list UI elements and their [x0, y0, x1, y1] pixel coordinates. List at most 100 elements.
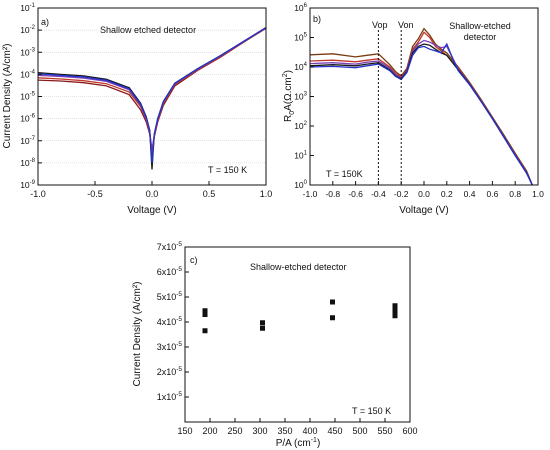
- panel-b-title-line2: detector: [464, 32, 497, 42]
- panel-a-x-axis-label: Voltage (V): [127, 205, 176, 216]
- panel-b-title-line1: Shallow-etched: [449, 21, 511, 31]
- panel-c-x-tick-label: 600: [402, 426, 417, 436]
- panel-b-x-tick-label: -1.0: [303, 189, 318, 199]
- panel-a-x-tick-label: 0.0: [146, 189, 159, 199]
- panel-c-data-point: [392, 309, 398, 315]
- panel-b-x-tick-label: -0.2: [394, 189, 409, 199]
- panel-c-y-tick-label: 4x10-5: [157, 316, 183, 327]
- panel-b-frame: [309, 7, 539, 186]
- panel-b-series-line: [310, 27, 533, 185]
- panel-b-von-label: Von: [398, 20, 414, 30]
- panel-b-series: [310, 27, 533, 185]
- panel-a-x-tick-label: 1.0: [260, 189, 273, 199]
- panel-c-data-point: [330, 315, 335, 321]
- panel-b-x-tick-label: 1.0: [532, 189, 544, 199]
- panel-b-x-tick-label: 0.2: [441, 189, 453, 199]
- panel-c-x-tick-label: 400: [302, 426, 317, 436]
- panel-b-series-line: [310, 42, 533, 185]
- panel-a-y-tick-label: 10-6: [20, 114, 35, 124]
- panel-c-x-tick-label: 300: [252, 426, 267, 436]
- panel-b-y-ticks: 100 101 102 103 104 105 106: [294, 3, 314, 190]
- panel-a-y-ticks: 10-9 10-8 10-7 10-6 10-5 10-4 10-3 10-2 10-1: [20, 3, 42, 190]
- panel-a-y-tick-label: 10-2: [20, 25, 35, 35]
- panel-b-x-tick-label: 0.4: [464, 189, 476, 199]
- panel-c-x-tick-label: 550: [377, 426, 392, 436]
- panel-c-data-point: [330, 299, 335, 305]
- panel-a-y-tick-label: 10-8: [20, 158, 35, 168]
- panel-c-y-tick-label: 2x10-5: [157, 366, 183, 377]
- panel-b-x-axis-label: Voltage (V): [399, 205, 448, 216]
- panel-a-x-ticks: -1.0 -0.5 0.0 0.5 1.0: [30, 181, 272, 199]
- panel-b-y-tick-label: 105: [294, 33, 307, 43]
- panel-a-series-line: [38, 27, 266, 157]
- panel-a-label: a): [41, 17, 49, 27]
- panel-b-label: b): [313, 14, 321, 24]
- panel-a-y-tick-label: 10-5: [20, 92, 35, 102]
- panel-b-y-tick-label: 106: [294, 3, 307, 13]
- panel-c: 150 200 250 300 350 400 450 500 550 600 1x10-5 2x1…: [132, 241, 418, 449]
- panel-c-y-axis-label: Current Density (A/cm²): [132, 281, 143, 386]
- panel-b-series-line: [310, 39, 533, 185]
- panel-b: -1.0 -0.8 -0.6 -0.4 -0.2 0.0 0.2 0.4 0.6 0.8 1.0 1…: [282, 3, 544, 216]
- panel-c-data-point: [260, 325, 265, 331]
- panel-b-x-tick-label: -0.8: [325, 189, 340, 199]
- panel-a-x-tick-label: 0.5: [203, 189, 216, 199]
- panel-c-data-point: [260, 320, 265, 326]
- panel-b-temperature-annotation: T = 150K: [326, 169, 363, 179]
- panel-c-data-point: [392, 313, 398, 319]
- panel-c-x-axis-label: P/A (cm-1): [276, 437, 321, 449]
- panel-b-y-tick-label: 102: [294, 121, 307, 131]
- panel-c-data-point: [202, 328, 208, 334]
- panel-a-series-line: [38, 27, 266, 150]
- panel-c-data-point: [392, 305, 398, 311]
- panel-c-title-annotation: Shallow-etched detector: [250, 262, 347, 272]
- panel-c-data-point: [202, 312, 208, 317]
- panel-b-x-ticks: -1.0 -0.8 -0.6 -0.4 -0.2 0.0 0.2 0.4 0.6 0.8 1.0: [303, 181, 544, 199]
- panel-c-x-tick-label: 450: [327, 426, 342, 436]
- panel-c-label: c): [190, 255, 198, 265]
- panel-b-x-tick-label: -0.6: [348, 189, 363, 199]
- panel-a-y-axis-label: Current Density (A/cm²): [2, 43, 13, 148]
- panel-c-x-tick-label: 250: [227, 426, 242, 436]
- panel-c-temperature-annotation: T = 150 K: [352, 406, 391, 416]
- panel-a-series: [38, 27, 266, 170]
- panel-b-vertical-markers: [377, 30, 402, 185]
- panel-b-y-tick-label: 103: [294, 92, 307, 102]
- panel-c-y-tick-label: 5x10-5: [157, 291, 183, 302]
- panel-b-x-tick-label: 0.8: [509, 189, 521, 199]
- panel-a-title-annotation: Shallow etched detector: [100, 25, 196, 35]
- panel-c-x-tick-label: 500: [352, 426, 367, 436]
- panel-c-frame: [184, 246, 411, 423]
- panel-b-vop-label: Vop: [372, 20, 388, 30]
- panel-c-x-tick-label: 150: [177, 426, 192, 436]
- panel-c-y-tick-label: 3x10-5: [157, 341, 183, 352]
- panel-a-temperature-annotation: T = 150 K: [208, 165, 247, 175]
- panel-a-y-tick-label: 10-7: [20, 136, 35, 146]
- panel-b-series-line: [310, 43, 533, 185]
- panel-a-y-tick-label: 10-4: [20, 69, 35, 79]
- panel-c-y-tick-label: 7x10-5: [157, 241, 183, 252]
- panel-c-x-tick-label: 350: [277, 426, 292, 436]
- panel-a-series-line: [38, 27, 266, 153]
- panel-a-x-tick-label: -1.0: [30, 189, 46, 199]
- panel-a-y-tick-label: 10-9: [20, 180, 35, 190]
- panel-b-x-tick-label: 0.6: [486, 189, 498, 199]
- panel-c-data-point: [202, 308, 208, 314]
- panel-b-x-tick-label: 0.0: [418, 189, 430, 199]
- panel-a: -1.0 -0.5 0.0 0.5 1.0 10-910-810-710-610-510…: [2, 3, 272, 216]
- panel-a-x-tick-label: -0.5: [87, 189, 103, 199]
- panel-a-y-tick-label: 10-3: [20, 47, 35, 57]
- panel-c-y-tick-label: 1x10-5: [157, 391, 183, 402]
- panel-c-x-tick-label: 200: [202, 426, 217, 436]
- panel-c-x-ticks: 150 200 250 300 350 400 450 500 550 600: [177, 418, 418, 436]
- panel-b-y-tick-label: 100: [294, 180, 307, 190]
- panel-b-x-tick-label: -0.4: [371, 189, 386, 199]
- panel-c-points: [202, 299, 398, 334]
- panel-c-y-tick-label: 6x10-5: [157, 266, 183, 277]
- panel-b-y-tick-label: 101: [294, 151, 307, 161]
- panel-a-y-tick-label: 10-1: [20, 3, 35, 13]
- panel-b-y-tick-label: 104: [294, 62, 307, 72]
- panel-a-series-line: [38, 27, 266, 163]
- panel-c-y-ticks: 1x10-5 2x10-5 3x10-5 4x10-5 5x10-5 6x10-5 7x10…: [157, 241, 189, 402]
